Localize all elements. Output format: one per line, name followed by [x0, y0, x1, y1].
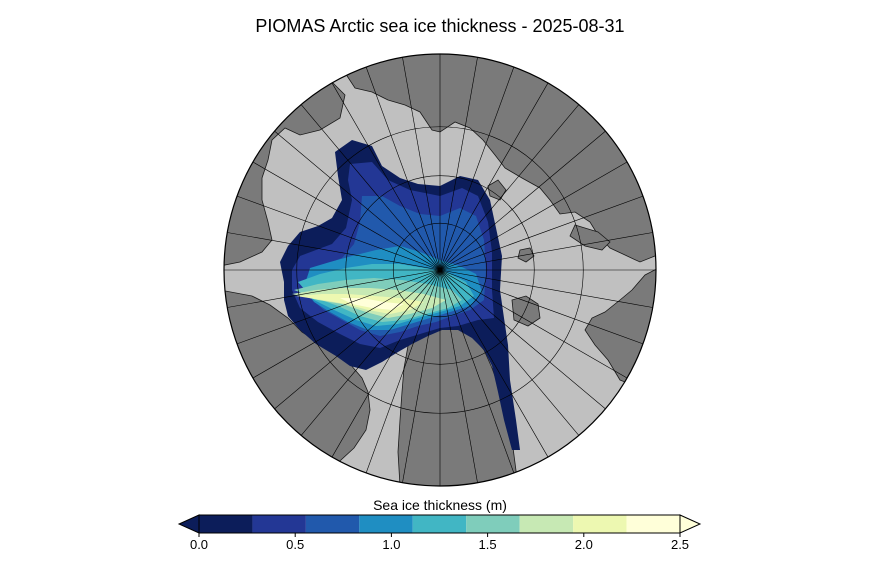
colorbar-frame	[198, 514, 681, 534]
map-frame	[223, 53, 657, 487]
land-novaya-zemlya	[569, 224, 611, 251]
meridian-line	[236, 269, 441, 345]
graticule	[224, 54, 656, 486]
meridian-line	[439, 269, 549, 458]
chart-title: PIOMAS Arctic sea ice thickness - 2025-0…	[255, 16, 625, 36]
meridian-line	[252, 161, 441, 271]
meridian-line	[439, 82, 549, 271]
land-iceland	[539, 463, 579, 485]
colorbar-under-arrow	[177, 514, 200, 534]
meridian-line	[331, 269, 441, 458]
land-svalbard	[511, 295, 541, 327]
meridian-line	[274, 130, 441, 271]
meridian-line	[402, 269, 441, 483]
colorbar-tick-label: 2.5	[670, 537, 690, 552]
colorbar-bin-6	[466, 515, 520, 533]
parallel-70	[345, 175, 535, 365]
colorbar-bin-5	[412, 515, 467, 533]
colorbar-tick-label: 0.0	[189, 537, 209, 552]
colorbar-bin-3	[305, 515, 360, 533]
meridian-line	[439, 269, 628, 379]
colorbar-bin-8	[573, 515, 627, 533]
colorbar-tick-label: 1.5	[478, 537, 497, 552]
parallel-80	[392, 222, 488, 318]
meridian-line	[439, 269, 644, 345]
colorbar-tick-label: 0.5	[286, 537, 305, 552]
meridian-line	[331, 82, 441, 271]
meridian-line	[439, 130, 606, 271]
ice-layer	[280, 140, 520, 450]
meridian-line	[227, 269, 441, 308]
colorbar-bin-4	[359, 515, 413, 533]
meridian-line	[439, 57, 478, 271]
colorbar-over-arrow	[679, 514, 702, 534]
colorbar-bin-7	[519, 515, 574, 533]
colorbar-label: Sea ice thickness (m)	[373, 497, 507, 513]
meridian-line	[300, 269, 441, 436]
north-pole-marker	[437, 267, 443, 273]
meridian-line	[365, 269, 441, 474]
meridian-line	[402, 57, 441, 271]
meridian-line	[439, 232, 653, 271]
colorbar	[177, 514, 702, 537]
meridian-line	[227, 232, 441, 271]
colorbar-bin-1	[199, 515, 253, 533]
meridian-line	[439, 269, 478, 483]
colorbar-tick-label: 2.0	[574, 537, 593, 552]
meridian-line	[439, 269, 606, 410]
meridian-line	[252, 269, 441, 379]
meridian-line	[439, 104, 580, 271]
meridian-line	[274, 269, 441, 410]
colorbar-tick-label: 1.0	[382, 537, 401, 552]
ice-level-9	[340, 298, 404, 310]
meridian-line	[439, 269, 653, 308]
parallel-60	[296, 126, 584, 414]
meridian-line	[236, 195, 441, 271]
meridian-line	[439, 66, 515, 271]
meridian-line	[365, 66, 441, 271]
meridian-line	[300, 104, 441, 271]
colorbar-bin-2	[252, 515, 306, 533]
meridian-line	[439, 161, 628, 271]
meridian-line	[439, 269, 515, 474]
colorbar-bin-9	[626, 515, 680, 533]
meridian-line	[439, 269, 580, 436]
meridian-line	[439, 195, 644, 271]
